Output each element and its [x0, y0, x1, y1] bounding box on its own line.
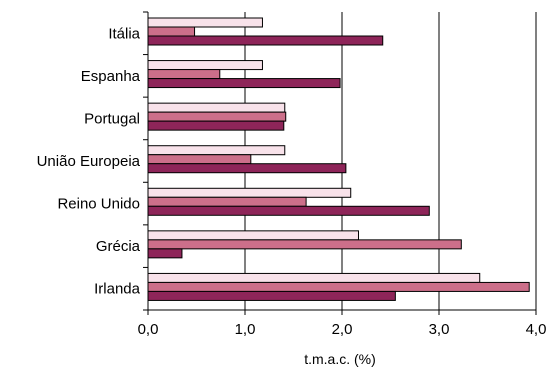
y-axis-ticks — [143, 11, 148, 311]
bar — [147, 60, 263, 71]
bar — [147, 163, 347, 174]
category-label: Itália — [108, 25, 140, 42]
x-tick-label: 2,0 — [332, 321, 353, 338]
gridlines — [244, 12, 537, 310]
bar — [147, 187, 352, 198]
x-tick-label: 3,0 — [429, 321, 450, 338]
category-label: União Europeia — [37, 153, 141, 170]
bar — [147, 111, 287, 122]
bar — [147, 272, 481, 283]
x-axis-ticks — [147, 310, 537, 315]
bar — [147, 26, 196, 37]
bars — [147, 17, 530, 301]
category-label: Reino Unido — [57, 196, 140, 213]
x-tick-label: 0,0 — [138, 321, 159, 338]
bar — [147, 120, 285, 131]
bar — [147, 69, 221, 80]
bar — [147, 35, 384, 46]
category-labels: Itália Espanha Portugal União Europeia Reino… — [37, 25, 141, 297]
bar — [147, 102, 286, 113]
bar — [147, 196, 307, 207]
bar — [147, 281, 530, 292]
bar — [147, 290, 396, 301]
bar — [147, 154, 252, 165]
bar — [147, 248, 183, 259]
x-tick-label: 4,0 — [526, 321, 547, 338]
x-tick-label: 1,0 — [235, 321, 256, 338]
bar — [147, 78, 341, 89]
x-tick-labels: 0,0 1,0 2,0 3,0 4,0 — [138, 321, 547, 338]
category-label: Grécia — [96, 238, 141, 255]
category-label: Espanha — [81, 68, 141, 85]
x-axis-title: t.m.a.c. (%) — [304, 351, 376, 367]
bar — [147, 145, 286, 156]
category-label: Irlanda — [94, 281, 141, 298]
bar — [147, 230, 359, 241]
bar — [147, 239, 462, 250]
bar — [147, 205, 430, 216]
bar — [147, 17, 263, 28]
category-label: Portugal — [84, 110, 140, 127]
